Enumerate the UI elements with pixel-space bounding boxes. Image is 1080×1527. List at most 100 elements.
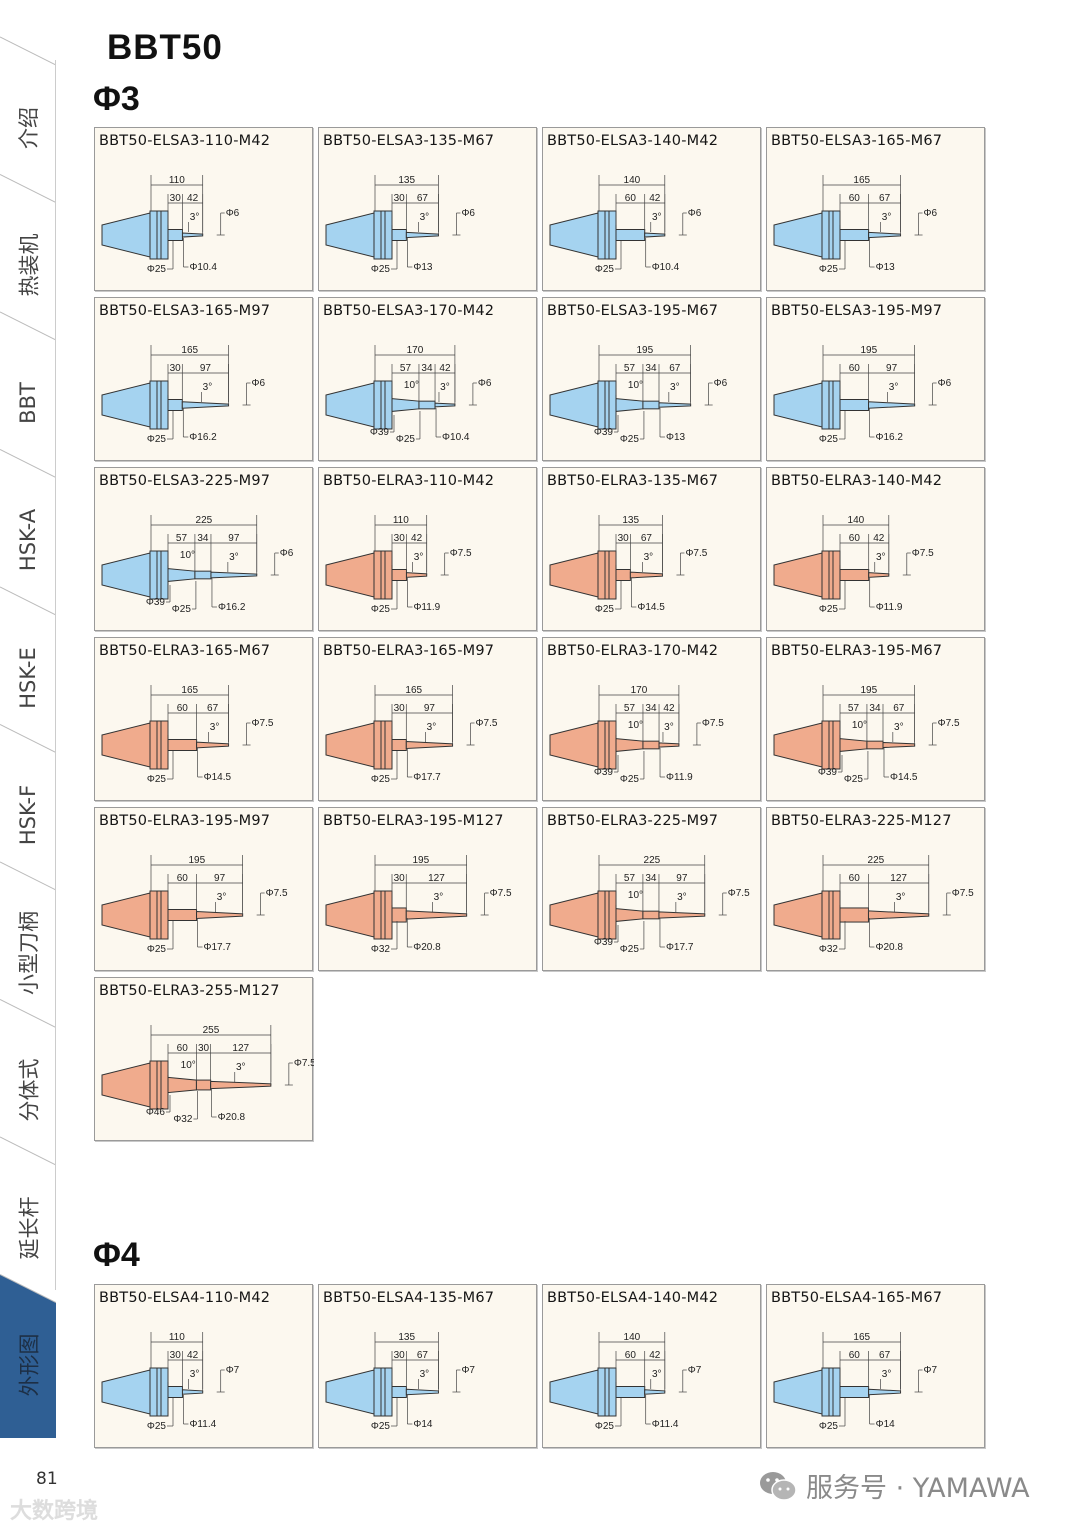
flange [373,890,393,940]
tip-diameter-label: Φ6 [688,208,702,219]
sidebar-tab-2[interactable]: BBT [0,334,56,472]
tip-diameter-label: Φ7.5 [728,888,750,899]
product-model: BBT50-ELSA3-165-M97 [99,303,271,319]
sidebar-tab-1[interactable]: 热装机 [0,197,56,335]
flange [597,890,617,940]
sidebar-tab-7[interactable]: 分体式 [0,1022,56,1160]
diameter-label: Φ25 [147,774,167,785]
sidebar-tab-label: 外形图 [17,1333,41,1397]
taper-shank [101,382,151,428]
flange [149,550,169,600]
flange [149,720,169,770]
total-length-label: 140 [624,1332,641,1343]
tapered-tip [644,232,666,238]
diameter-label: Φ13 [876,262,896,273]
tip-angle-label: 3° [217,892,227,903]
body-cylinder [195,1079,212,1091]
product-card[interactable]: BBT50-ELRA3-170-M42 170 57 34 42 10° 3° Φ7.5 Φ39… [542,637,761,801]
product-card[interactable]: BBT50-ELRA3-255-M127 255 60 30 127 10° 3° Φ7.5 Φ… [94,977,314,1141]
flange [597,210,617,260]
cone-section [615,738,644,752]
product-card[interactable]: BBT50-ELSA3-170-M42 170 57 34 42 10° 3° Φ6 Φ39 Φ2… [318,297,537,461]
product-card[interactable]: BBT50-ELSA3-165-M97 165 30 97 3° Φ6 Φ25 Φ16.2 [94,297,313,461]
segment-length-label: 97 [676,873,688,884]
diameter-label: Φ10.4 [189,262,217,273]
segment-length-label: 42 [663,703,675,714]
diameter-label: Φ25 [620,774,640,785]
product-card[interactable]: BBT50-ELSA4-140-M42 140 60 42 3° Φ7 Φ25 Φ11.4 [542,1284,761,1448]
total-length-label: 170 [407,345,424,356]
tool-holder-drawing: 225 57 34 97 10° 3° Φ6 Φ39 Φ25 Φ16.2 [101,515,294,615]
tab-divider [0,861,56,891]
wechat-icon [760,1471,797,1501]
tapered-tip [210,1080,272,1090]
flange [597,720,617,770]
segment-length-label: 97 [424,703,436,714]
segment-length-label: 30 [170,1350,182,1361]
flange [821,1367,841,1417]
body-cylinder [839,569,870,581]
sidebar-tab-label: 延长杆 [17,1196,41,1260]
flange [373,1367,393,1417]
product-model: BBT50-ELSA3-195-M67 [547,303,719,319]
segment-length-label: 34 [645,703,657,714]
product-card[interactable]: BBT50-ELSA4-165-M67 165 60 67 3° Φ7 Φ25 Φ14 [766,1284,985,1448]
cone-angle-label: 10° [852,720,867,731]
product-card[interactable]: BBT50-ELRA3-195-M67 195 57 34 67 10° 3° Φ7.5 Φ39… [766,637,985,801]
tapered-tip [181,401,230,409]
product-card[interactable]: BBT50-ELSA3-165-M67 165 60 67 3° Φ6 Φ25 Φ13 [766,127,985,291]
product-card[interactable]: BBT50-ELRA3-110-M42 110 30 42 3° Φ7.5 Φ25 Φ11.9 [318,467,537,631]
tip-angle-label: 3° [229,552,239,563]
taper-shank [101,722,151,768]
product-card[interactable]: BBT50-ELSA3-140-M42 140 60 42 3° Φ6 Φ25 Φ10.4 [542,127,761,291]
diameter-label: Φ11.9 [413,602,440,613]
sidebar-tab-0[interactable]: 介绍 [0,59,56,197]
product-card[interactable]: BBT50-ELRA3-140-M42 140 60 42 3° Φ7.5 Φ25 Φ11.9 [766,467,985,631]
diameter-label: Φ39 [594,427,614,438]
sidebar-tab-3[interactable]: HSK-A [0,472,56,610]
product-card[interactable]: BBT50-ELSA3-110-M42 110 30 42 3° Φ6 Φ25 Φ10.4 [94,127,313,291]
product-card[interactable]: BBT50-ELRA3-225-M127 225 60 127 3° Φ7.5 Φ32 Φ20… [766,807,985,971]
product-model: BBT50-ELRA3-140-M42 [771,473,943,489]
diameter-label: Φ14.5 [637,602,665,613]
product-card[interactable]: BBT50-ELSA3-225-M97 225 57 34 97 10° 3° Φ6 Φ39 Φ2… [94,467,313,631]
tip-angle-label: 3° [414,552,424,563]
tip-diameter-label: Φ7 [226,1365,240,1376]
segment-length-label: 67 [417,1350,429,1361]
product-card[interactable]: BBT50-ELRA3-195-M127 195 30 127 3° Φ7.5 Φ32 Φ20… [318,807,537,971]
product-card[interactable]: BBT50-ELRA3-195-M97 195 60 97 3° Φ7.5 Φ25 Φ17.7 [94,807,313,971]
sidebar-tab-4[interactable]: HSK-E [0,609,56,747]
product-card[interactable]: BBT50-ELSA3-135-M67 135 30 67 3° Φ6 Φ25 Φ13 [318,127,537,291]
segment-length-label: 60 [625,193,637,204]
sidebar-tab-label: BBT [16,381,40,424]
tool-holder-drawing: 110 30 42 3° Φ6 Φ25 Φ10.4 [101,175,240,275]
sidebar-tab-9[interactable]: 外形图 [0,1297,56,1435]
product-card[interactable]: BBT50-ELSA4-110-M42 110 30 42 3° Φ7 Φ25 Φ11.4 [94,1284,313,1448]
segment-length-label: 127 [232,1043,249,1054]
segment-length-label: 67 [207,703,219,714]
product-card[interactable]: BBT50-ELRA3-165-M67 165 60 67 3° Φ7.5 Φ25 Φ14.5 [94,637,313,801]
product-card[interactable]: BBT50-ELRA3-165-M97 165 30 97 3° Φ7.5 Φ25 Φ17.7 [318,637,537,801]
body-cylinder [615,229,646,241]
segment-length-label: 60 [849,1350,861,1361]
diameter-label: Φ25 [147,944,167,955]
product-card[interactable]: BBT50-ELSA4-135-M67 135 30 67 3° Φ7 Φ25 Φ14 [318,1284,537,1448]
product-card[interactable]: BBT50-ELSA3-195-M97 195 60 97 3° Φ6 Φ25 Φ16.2 [766,297,985,461]
product-card[interactable]: BBT50-ELRA3-135-M67 135 30 67 3° Φ7.5 Φ25 Φ14.5 [542,467,761,631]
tab-divider [0,36,56,66]
sidebar-tab-8[interactable]: 延长杆 [0,1159,56,1297]
diameter-label: Φ25 [595,604,615,615]
segment-length-label: 30 [170,193,182,204]
tip-angle-label: 3° [882,212,892,223]
tip-angle-label: 3° [894,722,904,733]
segment-length-label: 60 [849,533,861,544]
sidebar-tab-5[interactable]: HSK-F [0,747,56,885]
product-card[interactable]: BBT50-ELSA3-195-M67 195 57 34 67 10° 3° Φ6 Φ39 Φ2… [542,297,761,461]
tool-holder-drawing: 135 30 67 3° Φ7.5 Φ25 Φ14.5 [549,515,708,615]
segment-length-label: 60 [849,873,861,884]
product-card[interactable]: BBT50-ELRA3-225-M97 225 57 34 97 10° 3° Φ7.5 Φ39… [542,807,761,971]
diameter-label: Φ25 [595,1421,615,1432]
segment-length-label: 42 [873,533,885,544]
sidebar-tab-6[interactable]: 小型刀柄 [0,884,56,1022]
taper-shank [773,212,823,258]
